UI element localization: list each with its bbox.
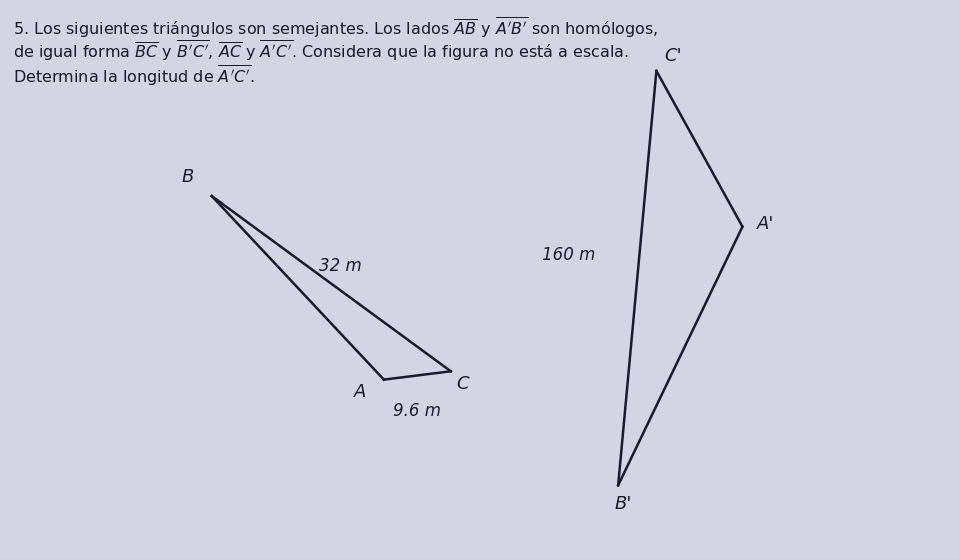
Text: A: A bbox=[354, 383, 366, 401]
Text: 9.6 m: 9.6 m bbox=[393, 402, 441, 420]
Text: B: B bbox=[181, 168, 194, 186]
Text: 5. Los siguientes triángulos son semejantes. Los lados $\overline{AB}$ y $\overl: 5. Los siguientes triángulos son semejan… bbox=[12, 15, 658, 40]
Text: C': C' bbox=[664, 47, 682, 65]
Text: C: C bbox=[456, 375, 469, 393]
Text: de igual forma $\overline{BC}$ y $\overline{B'C'}$, $\overline{AC}$ y $\overline: de igual forma $\overline{BC}$ y $\overl… bbox=[12, 39, 629, 64]
Text: 160 m: 160 m bbox=[542, 246, 596, 264]
Text: Determina la longitud de $\overline{A'C'}$.: Determina la longitud de $\overline{A'C'… bbox=[12, 64, 255, 88]
Text: 32 m: 32 m bbox=[319, 257, 363, 275]
Text: B': B' bbox=[615, 495, 632, 513]
Text: A': A' bbox=[757, 215, 774, 234]
